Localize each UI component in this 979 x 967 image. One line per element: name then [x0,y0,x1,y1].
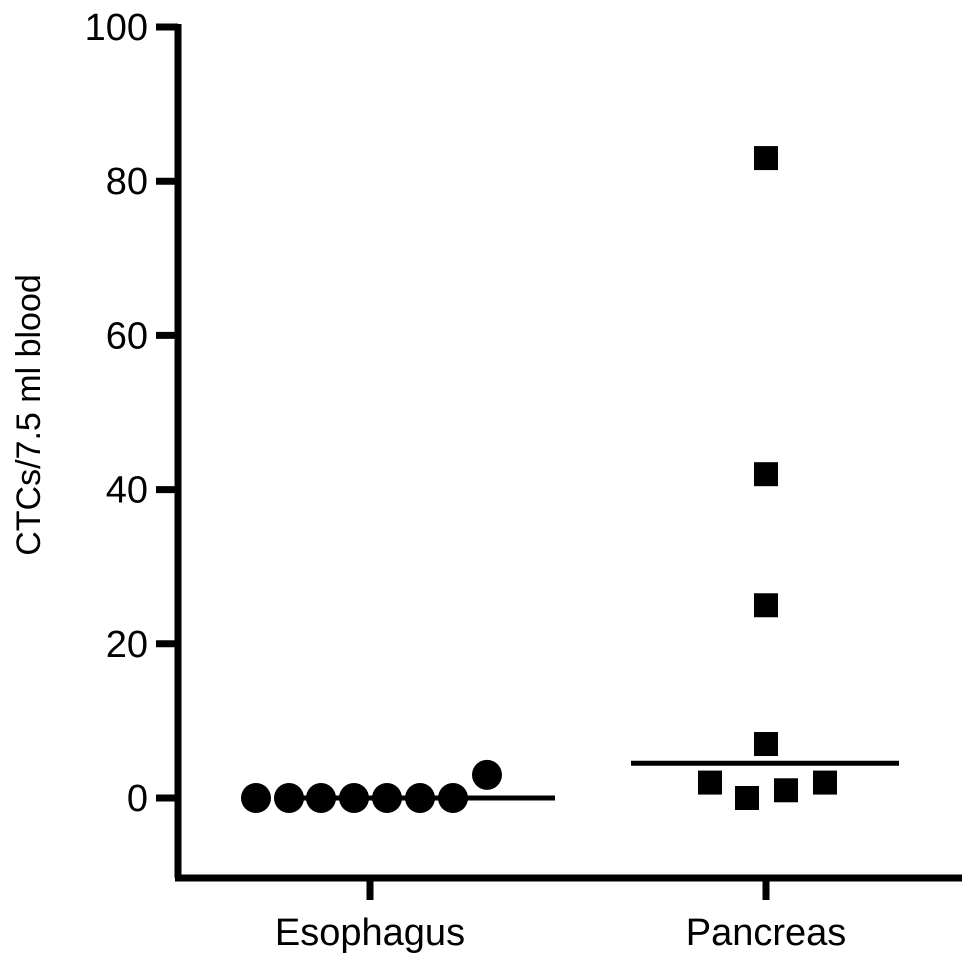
axes [174,24,962,882]
x-axis-ticks: Esophagus Pancreas [275,878,846,954]
data-point [754,146,778,171]
data-point [754,593,778,618]
y-tick-label: 20 [106,624,148,666]
data-point [274,783,304,813]
data-point [774,778,798,803]
y-axis-ticks: 0 20 40 60 80 100 [85,7,178,820]
y-tick-label: 40 [106,470,148,512]
data-point [698,770,722,795]
data-point [754,732,778,757]
data-point [241,783,271,813]
data-point [735,786,759,810]
y-axis-title: CTCs/7.5 ml blood [10,274,48,556]
median-lines [293,760,899,801]
y-tick-label: 100 [85,7,148,49]
data-point [472,759,502,790]
data-point [754,462,778,487]
x-tick-label: Pancreas [686,912,847,954]
data-point [813,770,837,795]
data-points [241,146,837,813]
y-tick-label: 60 [106,315,148,357]
y-tick-label: 0 [127,778,148,820]
y-tick-label: 80 [106,161,148,203]
x-tick-label: Esophagus [275,912,465,954]
